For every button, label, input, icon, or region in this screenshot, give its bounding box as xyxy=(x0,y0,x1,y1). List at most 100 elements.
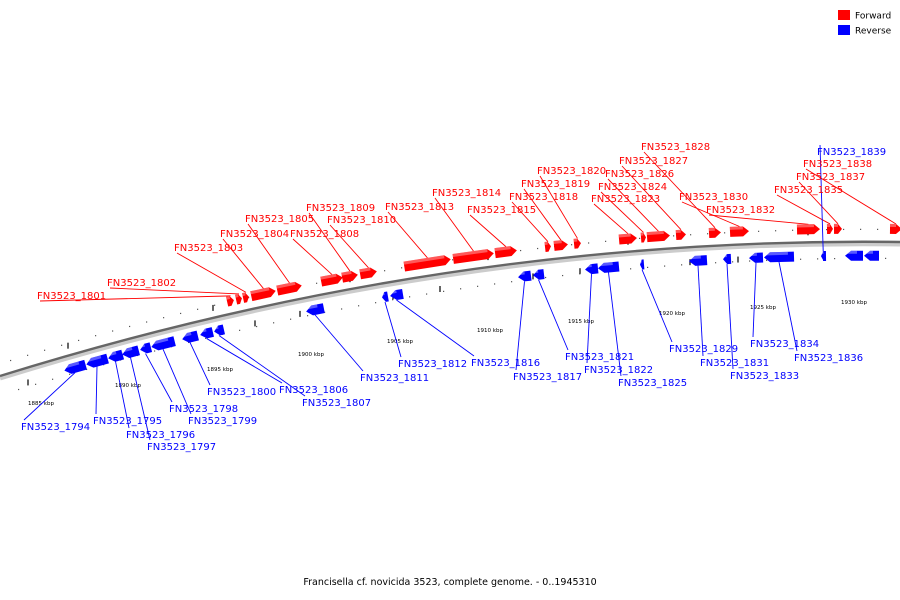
gene-label[interactable]: FN3523_1801 xyxy=(37,291,106,302)
gene-arrow-fn3523-1795[interactable] xyxy=(85,353,109,369)
gene-arrow-fn3523-1825[interactable] xyxy=(597,261,620,273)
gene-arrow-fn3523-1824[interactable] xyxy=(640,232,647,243)
gene-arrow-body xyxy=(276,281,302,296)
gene-label[interactable]: FN3523_1830 xyxy=(679,192,748,203)
gene-label[interactable]: FN3523_1833 xyxy=(730,371,799,382)
gene-arrow-fn3523-1802[interactable] xyxy=(234,293,243,305)
gene-arrow-fn3523-1831[interactable] xyxy=(688,255,708,266)
gene-arrow-fn3523-1823[interactable] xyxy=(618,233,638,245)
gene-label[interactable]: FN3523_1818 xyxy=(509,192,578,203)
gene-label[interactable]: FN3523_1815 xyxy=(467,205,536,216)
minor-tick xyxy=(69,373,71,375)
gene-arrow-extra[interactable] xyxy=(844,250,864,261)
gene-label[interactable]: FN3523_1813 xyxy=(385,202,454,213)
gene-label[interactable]: FN3523_1834 xyxy=(750,339,819,350)
gene-label[interactable]: FN3523_1831 xyxy=(700,358,769,369)
gene-arrow-fn3523-1820[interactable] xyxy=(573,238,582,249)
gene-arrow-fn3523-1800[interactable] xyxy=(181,330,199,344)
gene-label[interactable]: FN3523_1816 xyxy=(471,358,540,369)
gene-label[interactable]: FN3523_1802 xyxy=(107,278,176,289)
gene-arrow-fn3523-1807[interactable] xyxy=(212,324,226,337)
gene-label[interactable]: FN3523_1825 xyxy=(618,378,687,389)
gene-label[interactable]: FN3523_1797 xyxy=(147,442,216,453)
gene-arrow-fn3523-1796[interactable] xyxy=(106,349,125,364)
gene-label[interactable]: FN3523_1799 xyxy=(188,416,257,427)
gene-arrow-fn3523-1805[interactable] xyxy=(276,281,303,296)
leader-line xyxy=(206,338,283,384)
gene-arrow-fn3523-1821[interactable] xyxy=(532,269,545,280)
gene-label[interactable]: FN3523_1819 xyxy=(521,179,590,190)
gene-label[interactable]: FN3523_1821 xyxy=(565,352,634,363)
gene-arrow-fn3523-1808[interactable] xyxy=(320,273,343,287)
gene-arrow-extra[interactable] xyxy=(864,250,880,261)
gene-label[interactable]: FN3523_1800 xyxy=(207,387,276,398)
gene-arrow-fn3523-1826[interactable] xyxy=(646,230,671,243)
gene-arrow-fn3523-1801[interactable] xyxy=(225,295,235,307)
minor-tick xyxy=(707,233,709,235)
gene-arrow-fn3523-1809[interactable] xyxy=(341,270,359,283)
gene-label[interactable]: FN3523_1827 xyxy=(619,156,688,167)
gene-arrow-fn3523-1812[interactable] xyxy=(381,291,389,303)
gene-arrow-fn3523-1798[interactable] xyxy=(138,342,153,354)
gene-label[interactable]: FN3523_1839 xyxy=(817,147,886,158)
gene-label[interactable]: FN3523_1807 xyxy=(302,398,371,409)
gene-arrow-fn3523-1804[interactable] xyxy=(250,286,277,302)
gene-label[interactable]: FN3523_1817 xyxy=(513,372,582,383)
gene-label[interactable]: FN3523_1828 xyxy=(641,142,710,153)
gene-label[interactable]: FN3523_1822 xyxy=(584,365,653,376)
gene-arrow-fn3523-1794[interactable] xyxy=(63,359,87,376)
gene-label[interactable]: FN3523_1812 xyxy=(398,359,467,370)
gene-arrow-fn3523-1829[interactable] xyxy=(639,259,645,270)
gene-label[interactable]: FN3523_1829 xyxy=(669,344,738,355)
gene-arrow-fn3523-1822[interactable] xyxy=(584,263,599,275)
gene-label[interactable]: FN3523_1798 xyxy=(169,404,238,415)
gene-arrow-fn3523-1839[interactable] xyxy=(820,250,827,262)
gene-label[interactable]: FN3523_1836 xyxy=(794,353,863,364)
gene-arrow-fn3523-1818[interactable] xyxy=(544,241,551,252)
gene-label[interactable]: FN3523_1837 xyxy=(796,172,865,183)
gene-label[interactable]: FN3523_1826 xyxy=(605,169,674,180)
gene-label[interactable]: FN3523_1806 xyxy=(279,385,348,396)
gene-arrow-fn3523-1799[interactable] xyxy=(150,336,176,352)
gene-arrow-body xyxy=(64,359,87,374)
gene-arrow-fn3523-1830[interactable] xyxy=(729,226,749,237)
gene-label[interactable]: FN3523_1804 xyxy=(220,229,289,240)
minor-tick xyxy=(511,281,513,283)
gene-label[interactable]: FN3523_1824 xyxy=(598,182,667,193)
gene-label[interactable]: FN3523_1803 xyxy=(174,243,243,254)
gene-arrow-fn3523-1814[interactable] xyxy=(452,248,495,264)
gene-label[interactable]: FN3523_1809 xyxy=(306,203,375,214)
gene-arrow-fn3523-1833[interactable] xyxy=(722,253,732,265)
gene-arrow-fn3523-1817[interactable] xyxy=(517,270,532,283)
gene-label[interactable]: FN3523_1805 xyxy=(245,214,314,225)
gene-arrow-fn3523-1815[interactable] xyxy=(494,245,517,259)
gene-label[interactable]: FN3523_1796 xyxy=(126,430,195,441)
gene-label[interactable]: FN3523_1832 xyxy=(706,205,775,216)
gene-label[interactable]: FN3523_1835 xyxy=(774,185,843,196)
gene-label[interactable]: FN3523_1823 xyxy=(591,194,660,205)
gene-arrow-fn3523-1806[interactable] xyxy=(199,327,214,340)
gene-label[interactable]: FN3523_1795 xyxy=(93,416,162,427)
gene-arrow-fn3523-1810[interactable] xyxy=(359,266,377,280)
gene-arrow-fn3523-1832[interactable] xyxy=(796,224,820,235)
gene-arrow-fn3523-1811[interactable] xyxy=(305,303,325,316)
gene-label[interactable]: FN3523_1811 xyxy=(360,373,429,384)
gene-label[interactable]: FN3523_1794 xyxy=(21,422,90,433)
gene-arrow-fn3523-1803[interactable] xyxy=(241,292,250,303)
gene-arrow-fn3523-1827[interactable] xyxy=(675,229,687,241)
gene-arrow-fn3523-1828[interactable] xyxy=(708,227,722,239)
gene-arrow-fn3523-1838[interactable] xyxy=(889,223,900,234)
gene-arrow-fn3523-1834[interactable] xyxy=(748,252,764,264)
gene-arrow-fn3523-1835[interactable] xyxy=(826,223,833,234)
gene-arrow-fn3523-1813[interactable] xyxy=(403,254,452,272)
gene-arrow-fn3523-1819[interactable] xyxy=(553,239,568,251)
gene-arrow-fn3523-1816[interactable] xyxy=(389,288,404,301)
gene-arrow-fn3523-1836[interactable] xyxy=(763,251,795,263)
gene-label[interactable]: FN3523_1810 xyxy=(327,215,396,226)
gene-label[interactable]: FN3523_1808 xyxy=(290,229,359,240)
gene-arrow-fn3523-1797[interactable] xyxy=(121,345,140,359)
gene-label[interactable]: FN3523_1838 xyxy=(803,159,872,170)
gene-arrow-fn3523-1837[interactable] xyxy=(833,223,842,234)
gene-label[interactable]: FN3523_1820 xyxy=(537,166,606,177)
gene-label[interactable]: FN3523_1814 xyxy=(432,188,501,199)
